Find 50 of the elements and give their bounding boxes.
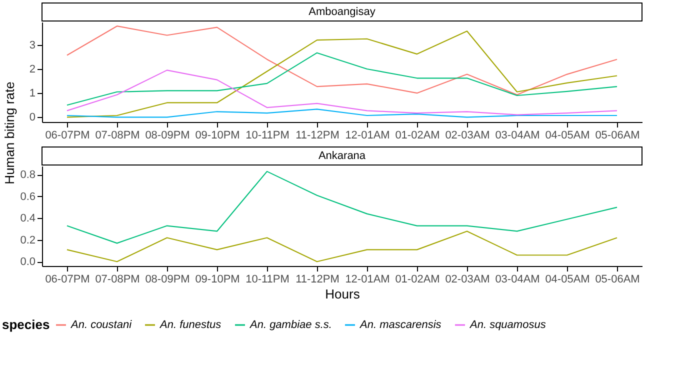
legend-label: An. mascarensis <box>359 319 442 331</box>
x-tick-label: 12-01AM <box>345 274 390 286</box>
x-tick-label: 10-11PM <box>246 130 290 142</box>
line-series <box>66 108 618 118</box>
line-series <box>66 70 618 116</box>
x-tick-label: 03-04AM <box>495 130 540 142</box>
x-tick-label: 02-03AM <box>445 274 490 286</box>
x-tick-label: 11-12PM <box>296 274 340 286</box>
line-series <box>66 26 618 96</box>
x-tick-label: 08-09PM <box>145 130 190 142</box>
y-tick-label: 0.0 <box>20 256 36 268</box>
x-tick-label: 04-05AM <box>545 130 590 142</box>
x-tick-label: 05-06AM <box>595 130 640 142</box>
y-tick-label: 1 <box>29 88 36 100</box>
line-series <box>66 30 618 118</box>
y-axis-title: Human biting rate <box>2 82 17 184</box>
legend-label: An. squamosus <box>469 319 546 331</box>
x-tick-label: 01-02AM <box>395 274 440 286</box>
y-tick-label: 0.6 <box>20 190 36 203</box>
x-tick-label: 02-03AM <box>445 130 490 142</box>
x-tick-label: 06-07PM <box>45 274 90 286</box>
legend-title: species <box>2 317 50 332</box>
y-tick-label: 0.2 <box>20 234 36 246</box>
x-tick-label: 09-10PM <box>195 130 240 142</box>
y-tick-label: 0.4 <box>20 212 36 225</box>
legend-label: An. coustani <box>70 319 132 331</box>
y-tick-label: 3 <box>29 39 36 52</box>
x-tick-label: 09-10PM <box>195 274 240 286</box>
x-tick-label: 08-09PM <box>145 274 190 286</box>
x-tick-label: 06-07PM <box>45 130 90 142</box>
x-tick-label: 04-05AM <box>545 274 590 286</box>
x-tick-label: 03-04AM <box>495 274 540 286</box>
chart-title: Ankarana <box>318 150 366 162</box>
y-tick-label: 0.8 <box>20 169 36 182</box>
legend-label: An. gambiae s.s. <box>249 319 332 331</box>
line-series <box>66 170 618 244</box>
x-tick-label: 05-06AM <box>595 274 640 286</box>
x-tick-label: 11-12PM <box>296 130 340 142</box>
x-axis-title: Hours <box>325 286 360 302</box>
line-series <box>66 230 618 262</box>
x-tick-label: 07-08PM <box>95 274 140 286</box>
legend-label: An. funestus <box>159 319 222 331</box>
x-tick-label: 07-08PM <box>95 130 140 142</box>
x-tick-label: 01-02AM <box>395 130 440 142</box>
x-tick-label: 10-11PM <box>246 274 290 286</box>
x-tick-label: 12-01AM <box>345 130 390 142</box>
line-series <box>66 52 618 106</box>
chart-title: Amboangisay <box>308 6 376 18</box>
y-tick-label: 0 <box>29 112 36 124</box>
y-tick-label: 2 <box>29 63 36 76</box>
